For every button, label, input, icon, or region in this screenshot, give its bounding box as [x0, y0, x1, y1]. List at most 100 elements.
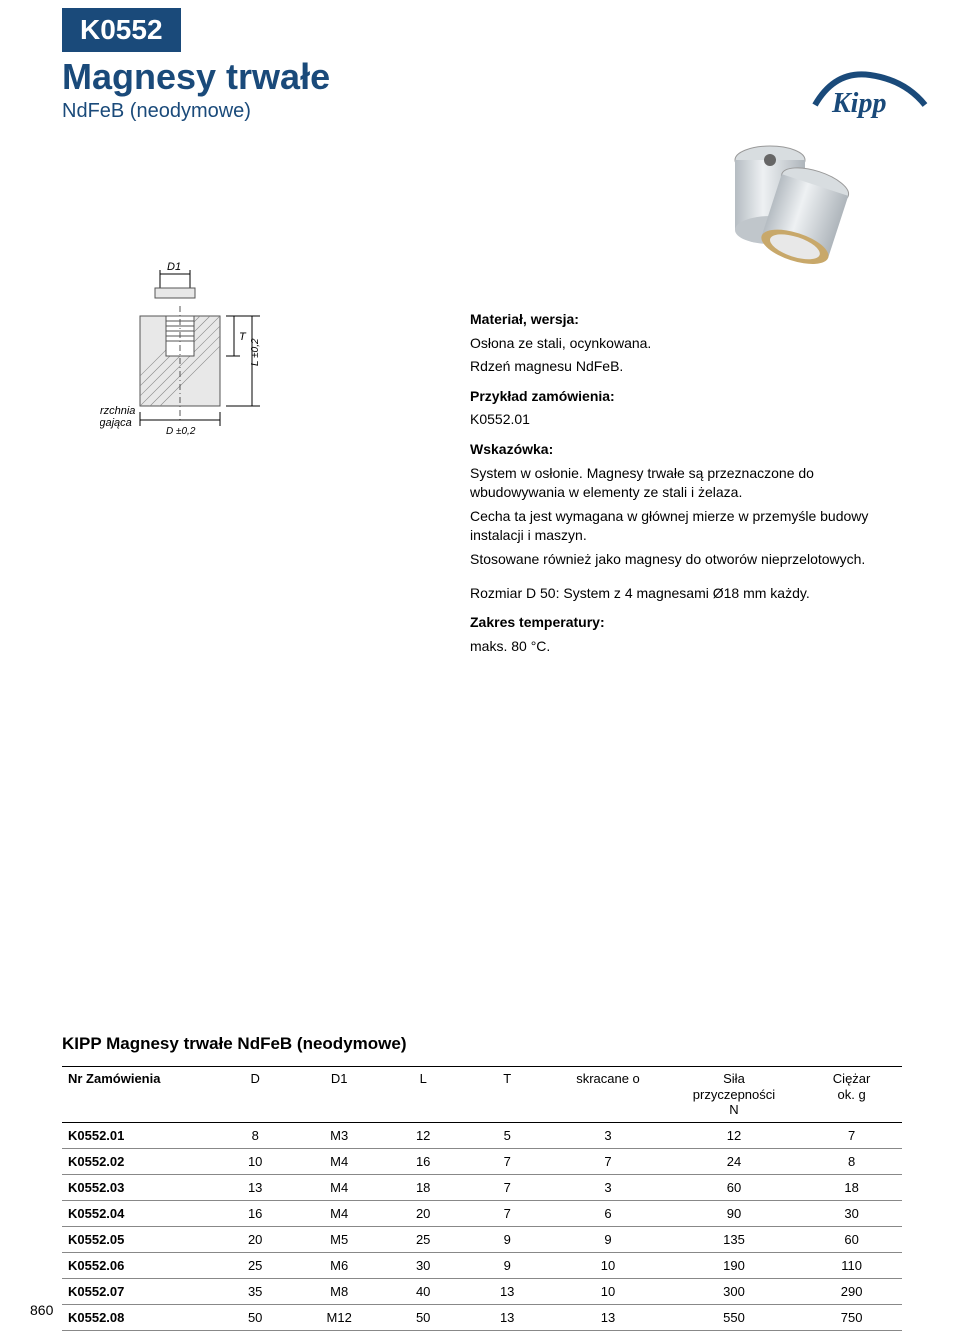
table-cell: 60: [801, 1226, 902, 1252]
table-cell: 3: [549, 1174, 667, 1200]
brand-logo: Kipp: [810, 60, 930, 120]
table-cell: 13: [465, 1278, 549, 1304]
product-code-badge: K0552: [62, 8, 181, 52]
diagram-label-d: D ±0,2: [166, 426, 196, 437]
table-cell: 135: [667, 1226, 801, 1252]
table-cell: 13: [549, 1304, 667, 1330]
table-cell: 18: [801, 1174, 902, 1200]
table-cell: 30: [381, 1252, 465, 1278]
table-cell: 10: [549, 1278, 667, 1304]
material-line-1: Osłona ze stali, ocynkowana.: [470, 334, 910, 354]
page-title: Magnesy trwałe: [62, 56, 330, 98]
table-row: K0552.0735M8401310300290: [62, 1278, 902, 1304]
table-cell: 25: [381, 1226, 465, 1252]
table-cell: 9: [549, 1226, 667, 1252]
table-cell: 25: [213, 1252, 297, 1278]
table-cell: 35: [213, 1278, 297, 1304]
table-cell: 12: [667, 1122, 801, 1148]
table-cell: 30: [801, 1200, 902, 1226]
table-header: L: [381, 1067, 465, 1123]
table-cell: 8: [801, 1148, 902, 1174]
diagram-label-surface-2: przylegająca: [100, 417, 132, 429]
table-cell: 7: [801, 1122, 902, 1148]
table-cell: 20: [213, 1226, 297, 1252]
table-cell: K0552.05: [62, 1226, 213, 1252]
table-cell: M4: [297, 1200, 381, 1226]
table-header: SiłaprzyczepnościN: [667, 1067, 801, 1123]
hint-line-3: Stosowane również jako magnesy do otworó…: [470, 550, 910, 570]
table-title: KIPP Magnesy trwałe NdFeB (neodymowe): [62, 1034, 406, 1054]
product-photo: [700, 130, 900, 280]
table-cell: 18: [381, 1174, 465, 1200]
table-cell: 9: [465, 1226, 549, 1252]
table-cell: M8: [297, 1278, 381, 1304]
technical-diagram: D1 T L ±0,2: [100, 260, 300, 440]
table-cell: 750: [801, 1304, 902, 1330]
spec-table: Nr ZamówieniaDD1LTskracane oSiłaprzyczep…: [62, 1066, 902, 1331]
table-cell: 50: [213, 1304, 297, 1330]
table-cell: 290: [801, 1278, 902, 1304]
table-cell: 9: [465, 1252, 549, 1278]
table-cell: 110: [801, 1252, 902, 1278]
table-row: K0552.0210M41677248: [62, 1148, 902, 1174]
table-cell: 16: [213, 1200, 297, 1226]
table-row: K0552.0625M630910190110: [62, 1252, 902, 1278]
diagram-label-d1: D1: [167, 261, 181, 273]
table-cell: 300: [667, 1278, 801, 1304]
diagram-label-l: L ±0,2: [250, 338, 261, 366]
table-header: Nr Zamówienia: [62, 1067, 213, 1123]
table-header: D1: [297, 1067, 381, 1123]
table-row: K0552.0520M5259913560: [62, 1226, 902, 1252]
table-cell: M5: [297, 1226, 381, 1252]
table-cell: 40: [381, 1278, 465, 1304]
table-cell: K0552.07: [62, 1278, 213, 1304]
temperature-heading: Zakres temperatury:: [470, 613, 910, 633]
table-cell: 7: [465, 1200, 549, 1226]
material-line-2: Rdzeń magnesu NdFeB.: [470, 357, 910, 377]
table-row: K0552.0416M420769030: [62, 1200, 902, 1226]
table-cell: 60: [667, 1174, 801, 1200]
hint-heading: Wskazówka:: [470, 440, 910, 460]
table-cell: 7: [549, 1148, 667, 1174]
table-cell: 5: [465, 1122, 549, 1148]
table-cell: 24: [667, 1148, 801, 1174]
table-cell: 16: [381, 1148, 465, 1174]
table-cell: M3: [297, 1122, 381, 1148]
diagram-label-t: T: [239, 331, 247, 343]
table-cell: M4: [297, 1174, 381, 1200]
table-cell: M12: [297, 1304, 381, 1330]
table-cell: K0552.02: [62, 1148, 213, 1174]
table-cell: 12: [381, 1122, 465, 1148]
table-cell: 190: [667, 1252, 801, 1278]
page-subtitle: NdFeB (neodymowe): [62, 100, 251, 123]
page-number: 860: [30, 1302, 53, 1318]
table-cell: K0552.04: [62, 1200, 213, 1226]
table-cell: 13: [465, 1304, 549, 1330]
table-cell: M4: [297, 1148, 381, 1174]
order-example-heading: Przykład zamówienia:: [470, 387, 910, 407]
table-cell: 50: [381, 1304, 465, 1330]
table-cell: 10: [549, 1252, 667, 1278]
table-row: K0552.0313M418736018: [62, 1174, 902, 1200]
table-cell: K0552.03: [62, 1174, 213, 1200]
table-cell: K0552.08: [62, 1304, 213, 1330]
table-row: K0552.018M31253127: [62, 1122, 902, 1148]
size-note: Rozmiar D 50: System z 4 magnesami Ø18 m…: [470, 584, 910, 604]
table-cell: 90: [667, 1200, 801, 1226]
svg-text:Kipp: Kipp: [831, 88, 886, 119]
temperature-value: maks. 80 °C.: [470, 637, 910, 657]
table-cell: K0552.06: [62, 1252, 213, 1278]
table-cell: 20: [381, 1200, 465, 1226]
description-column: Materiał, wersja: Osłona ze stali, ocynk…: [470, 300, 910, 660]
table-cell: M6: [297, 1252, 381, 1278]
table-cell: 13: [213, 1174, 297, 1200]
table-cell: 550: [667, 1304, 801, 1330]
diagram-label-surface-1: Powierzchnia: [100, 405, 135, 417]
table-row: K0552.0850M12501313550750: [62, 1304, 902, 1330]
table-header: T: [465, 1067, 549, 1123]
table-header: D: [213, 1067, 297, 1123]
table-cell: 8: [213, 1122, 297, 1148]
material-heading: Materiał, wersja:: [470, 310, 910, 330]
table-header: skracane o: [549, 1067, 667, 1123]
hint-line-2: Cecha ta jest wymagana w głównej mierze …: [470, 507, 910, 546]
